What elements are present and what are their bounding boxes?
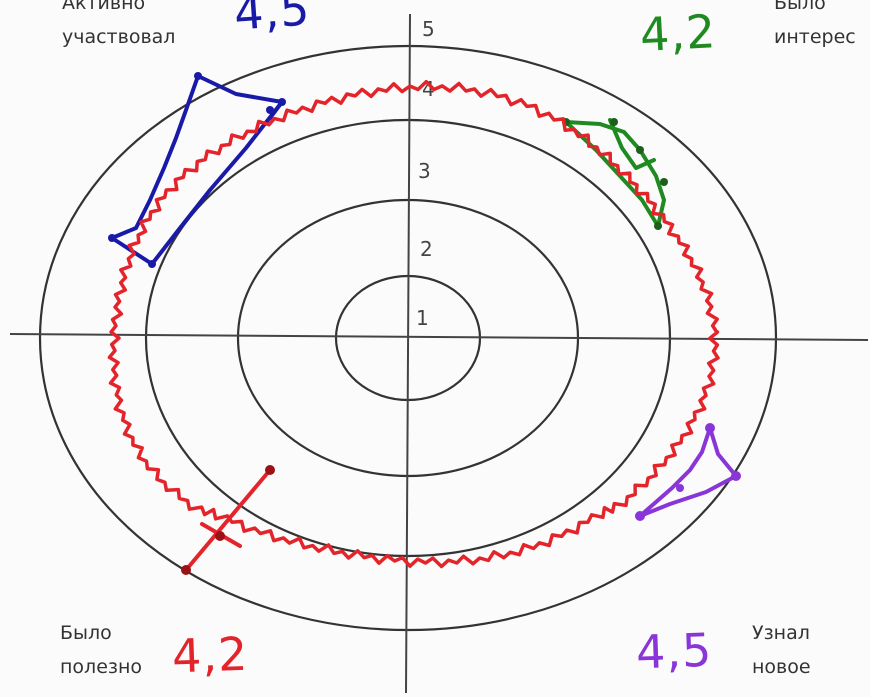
score-bottom-right: 4,5 xyxy=(635,622,714,680)
blue-outer-path xyxy=(110,74,200,240)
label-line-2: полезно xyxy=(60,656,143,678)
blue-point xyxy=(194,72,202,80)
purple-inner-path xyxy=(638,426,712,518)
green-point xyxy=(654,222,662,230)
average-score-line xyxy=(107,79,720,569)
blue-point xyxy=(148,260,156,268)
ring-label-3: 3 xyxy=(418,159,431,183)
horizontal-axis xyxy=(9,333,869,341)
ring-5 xyxy=(38,44,778,632)
vertical-axis xyxy=(405,13,411,694)
marks-bottom-left xyxy=(181,465,275,575)
blue-inner-path xyxy=(110,100,284,266)
green-point xyxy=(610,118,618,126)
label-was-interesting: Было интерес xyxy=(774,0,856,54)
ring-label-5: 5 xyxy=(422,17,435,41)
green-inner-path xyxy=(564,120,660,228)
marks-bottom-right xyxy=(635,423,741,521)
red-point xyxy=(215,531,225,541)
red-point xyxy=(265,465,275,475)
axes xyxy=(9,13,869,694)
green-point xyxy=(636,146,644,154)
score-bottom-left: 4,2 xyxy=(171,626,250,684)
label-line-1: Было xyxy=(60,622,112,644)
ring-label-2: 2 xyxy=(420,237,433,261)
label-active-participation: Активно участвовал xyxy=(62,0,175,54)
blue-point xyxy=(266,106,274,114)
label-learned-new: Узнал новое xyxy=(752,616,811,684)
purple-point xyxy=(676,484,684,492)
purple-point xyxy=(705,423,715,433)
marks-top-left xyxy=(108,72,286,268)
label-line-1: Узнал xyxy=(752,622,810,644)
score-top-right: 4,2 xyxy=(638,4,718,62)
label-line-1: Активно xyxy=(62,0,146,14)
label-was-useful: Было полезно xyxy=(60,616,142,684)
label-line-2: новое xyxy=(752,656,811,678)
ring-number-labels: 5 4 3 2 1 xyxy=(416,17,435,330)
score-top-left: 4,5 xyxy=(232,0,312,41)
blue-point xyxy=(108,234,116,242)
label-line-1: Было xyxy=(774,0,826,14)
ring-label-1: 1 xyxy=(416,306,429,330)
label-line-2: интерес xyxy=(774,26,856,48)
label-line-2: участвовал xyxy=(62,26,176,48)
red-point xyxy=(181,565,191,575)
green-point xyxy=(660,178,668,186)
red-cross-line-a xyxy=(184,468,272,572)
blue-point xyxy=(278,98,286,106)
purple-point xyxy=(635,511,645,521)
green-cross-path xyxy=(608,118,656,170)
purple-outer-path xyxy=(638,426,738,518)
purple-point xyxy=(731,471,741,481)
